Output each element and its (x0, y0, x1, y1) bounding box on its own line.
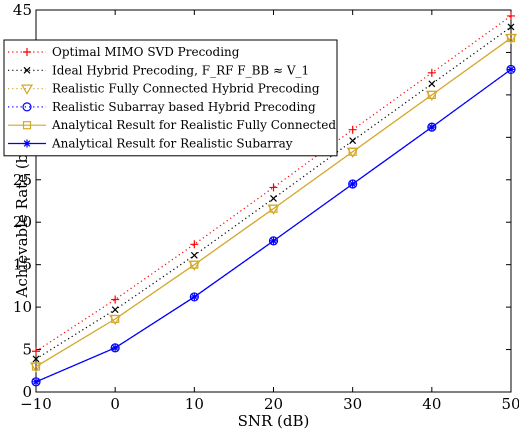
legend-item: Optimal MIMO SVD Precoding (8, 45, 240, 59)
legend-marker (23, 66, 31, 74)
legend-box (3, 39, 338, 157)
data-point (427, 90, 436, 99)
legend-item: Analytical Result for Realistic Fully Co… (8, 118, 336, 132)
x-tick-label: 40 (422, 395, 441, 413)
data-point (269, 204, 278, 213)
legend-item: Realistic Fully Connected Hybrid Precodi… (8, 82, 320, 96)
data-point (427, 68, 436, 77)
series-1 (32, 11, 515, 356)
y-tick-label: 25 (13, 171, 32, 189)
x-tick-label: 20 (264, 395, 283, 413)
legend-marker (22, 121, 32, 130)
data-point (427, 123, 436, 132)
data-point (506, 33, 516, 43)
data-point (507, 11, 515, 20)
x-tick-label: 10 (185, 395, 204, 413)
legend-label: Realistic Fully Connected Hybrid Precodi… (52, 82, 320, 96)
legend-marker (23, 139, 31, 148)
y-tick-label: 0 (22, 383, 32, 401)
legend-marker (22, 102, 32, 112)
data-point (507, 65, 515, 74)
data-point (111, 343, 120, 352)
legend-label: Realistic Subarray based Hybrid Precodin… (52, 100, 316, 114)
data-point (270, 195, 277, 202)
data-point (348, 180, 357, 189)
y-tick-label: 10 (13, 298, 32, 316)
data-point (348, 125, 357, 134)
legend-marker (23, 48, 31, 56)
y-tick-label: 15 (13, 256, 32, 274)
x-tick-label: 30 (343, 395, 362, 413)
x-tick-label: 0 (110, 395, 120, 413)
x-tick-label: −10 (20, 395, 52, 413)
data-point (111, 295, 120, 304)
data-point (190, 251, 198, 259)
data-point (32, 377, 40, 386)
data-point (32, 347, 40, 356)
x-tick-label: 50 (501, 395, 519, 413)
legend-label: Ideal Hybrid Precoding, F_RF F_BB ≈ V_1 (52, 63, 309, 77)
data-point (269, 183, 278, 192)
y-tick-label: 5 (22, 341, 32, 359)
series-6 (32, 65, 515, 386)
legend-label: Optimal MIMO SVD Precoding (52, 45, 240, 59)
legend-marker (20, 84, 34, 95)
legend-item: Analytical Result for Realistic Subarray (8, 137, 293, 151)
legend-label: Analytical Result for Realistic Subarray (51, 137, 293, 151)
series-5 (31, 33, 516, 371)
data-point (190, 292, 199, 301)
data-point (349, 137, 357, 145)
legend-item: Realistic Subarray based Hybrid Precodin… (8, 100, 316, 114)
data-point (111, 306, 119, 314)
x-axis-label: SNR (dB) (238, 412, 310, 430)
legend-label: Analytical Result for Realistic Fully Co… (51, 118, 336, 132)
data-point (31, 362, 41, 371)
legend-item: Ideal Hybrid Precoding, F_RF F_BB ≈ V_1 (8, 63, 309, 77)
data-point (111, 314, 120, 324)
data-point (32, 355, 40, 363)
series-layer (29, 11, 518, 387)
y-tick-label: 20 (13, 213, 32, 231)
data-point (190, 240, 199, 249)
series-2 (32, 23, 515, 363)
data-point (348, 147, 357, 156)
legend: Optimal MIMO SVD Precoding Ideal Hybrid P… (3, 39, 338, 157)
y-tick-label: 45 (13, 1, 32, 19)
data-point (428, 80, 436, 88)
data-point (269, 236, 278, 245)
series-line (35, 37, 512, 368)
data-point (507, 23, 515, 31)
data-point (190, 260, 199, 269)
